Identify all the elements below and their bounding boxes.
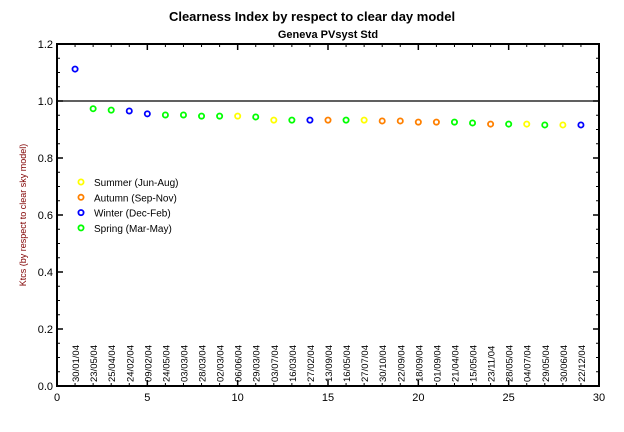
x-tick-label: 5 <box>144 392 150 404</box>
data-point <box>342 116 350 124</box>
data-point <box>414 118 422 126</box>
data-point <box>396 117 404 125</box>
data-point <box>523 120 531 128</box>
legend-label: Summer (Jun-Aug) <box>94 178 178 189</box>
y-tick-label: 1.0 <box>38 96 53 108</box>
data-point <box>288 116 296 124</box>
x-tick-label: 0 <box>54 392 60 404</box>
x-tick-label: 30 <box>593 392 605 404</box>
data-point <box>378 117 386 125</box>
date-label: 30/06/04 <box>559 345 570 382</box>
date-label: 15/05/04 <box>469 345 480 382</box>
y-tick-label: 0.2 <box>38 324 53 336</box>
x-tick-label: 15 <box>322 392 334 404</box>
date-label: 03/03/04 <box>179 345 190 382</box>
legend-marker <box>77 193 85 201</box>
chart-title: Clearness Index by respect to clear day … <box>168 9 456 24</box>
data-point <box>198 112 206 120</box>
x-tick-label: 10 <box>232 392 244 404</box>
data-point <box>107 106 115 114</box>
data-point <box>306 116 314 124</box>
date-label: 06/06/04 <box>234 345 245 382</box>
data-point <box>179 111 187 119</box>
date-label: 01/09/04 <box>432 345 443 382</box>
legend-label: Spring (Mar-May) <box>94 224 172 235</box>
date-label: 02/03/04 <box>216 345 227 382</box>
data-point <box>252 113 260 121</box>
data-point <box>125 107 133 115</box>
data-point <box>360 116 368 124</box>
data-point <box>469 119 477 127</box>
legend-marker <box>77 178 85 186</box>
legend-label: Autumn (Sep-Nov) <box>94 193 177 204</box>
date-label: 18/09/04 <box>414 345 425 382</box>
date-label: 29/03/04 <box>252 345 263 382</box>
data-point <box>505 120 513 128</box>
date-label: 23/05/04 <box>89 345 100 382</box>
x-tick-label: 25 <box>503 392 515 404</box>
data-point <box>89 105 97 113</box>
chart-subtitle: Geneva PVsyst Std <box>277 29 379 41</box>
y-tick-label: 0.0 <box>38 381 53 393</box>
data-point <box>234 112 242 120</box>
data-point <box>577 121 585 129</box>
date-label: 23/11/04 <box>487 346 498 382</box>
date-label: 21/04/04 <box>450 345 461 382</box>
date-label: 16/05/04 <box>342 345 353 382</box>
date-label: 28/05/04 <box>505 345 516 382</box>
date-label: 27/07/04 <box>360 345 371 382</box>
y-tick-label: 1.2 <box>38 39 53 51</box>
y-tick-label: 0.6 <box>38 210 53 222</box>
data-point <box>324 116 332 124</box>
date-label: 30/01/04 <box>71 345 82 382</box>
date-label: 22/09/04 <box>396 345 407 382</box>
date-label: 28/03/04 <box>198 345 209 382</box>
date-label: 04/07/04 <box>523 345 534 382</box>
data-point <box>143 110 151 118</box>
date-label: 16/03/04 <box>288 345 299 382</box>
data-point <box>216 112 224 120</box>
y-tick-label: 0.4 <box>38 267 53 279</box>
date-label: 13/09/04 <box>324 345 335 382</box>
date-label: 03/07/04 <box>270 345 281 382</box>
date-label: 09/02/04 <box>143 345 154 382</box>
date-label: 24/05/04 <box>161 345 172 382</box>
legend-label: Winter (Dec-Feb) <box>94 209 171 220</box>
date-label: 29/05/04 <box>541 345 552 382</box>
data-point <box>432 118 440 126</box>
date-label: 22/12/04 <box>577 345 588 382</box>
date-label: 25/04/04 <box>107 345 118 382</box>
legend-marker <box>77 209 85 217</box>
data-point <box>450 118 458 126</box>
y-axis-label: Ktcs (by respect to clear sky model) <box>18 144 28 287</box>
date-label: 27/02/04 <box>306 345 317 382</box>
x-tick-label: 20 <box>412 392 424 404</box>
legend-marker <box>77 224 85 232</box>
date-label: 30/10/04 <box>378 345 389 382</box>
data-point <box>559 121 567 129</box>
data-point <box>270 116 278 124</box>
y-tick-label: 0.8 <box>38 153 53 165</box>
data-point <box>541 121 549 129</box>
data-point <box>487 120 495 128</box>
data-point <box>71 65 79 73</box>
data-point <box>161 111 169 119</box>
date-label: 24/02/04 <box>125 345 136 382</box>
